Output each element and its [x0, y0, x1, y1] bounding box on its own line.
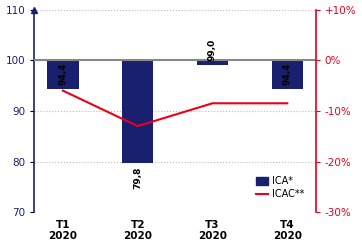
Bar — [197, 60, 228, 65]
Text: 79,8: 79,8 — [133, 167, 142, 189]
Text: 99,0: 99,0 — [208, 39, 217, 61]
Text: 94,4: 94,4 — [58, 62, 67, 84]
Bar — [47, 60, 79, 89]
Legend: ICA*, ICAC**: ICA*, ICAC** — [252, 173, 308, 203]
Bar — [122, 60, 153, 163]
Bar — [272, 60, 303, 89]
Text: 94,4: 94,4 — [283, 62, 292, 84]
